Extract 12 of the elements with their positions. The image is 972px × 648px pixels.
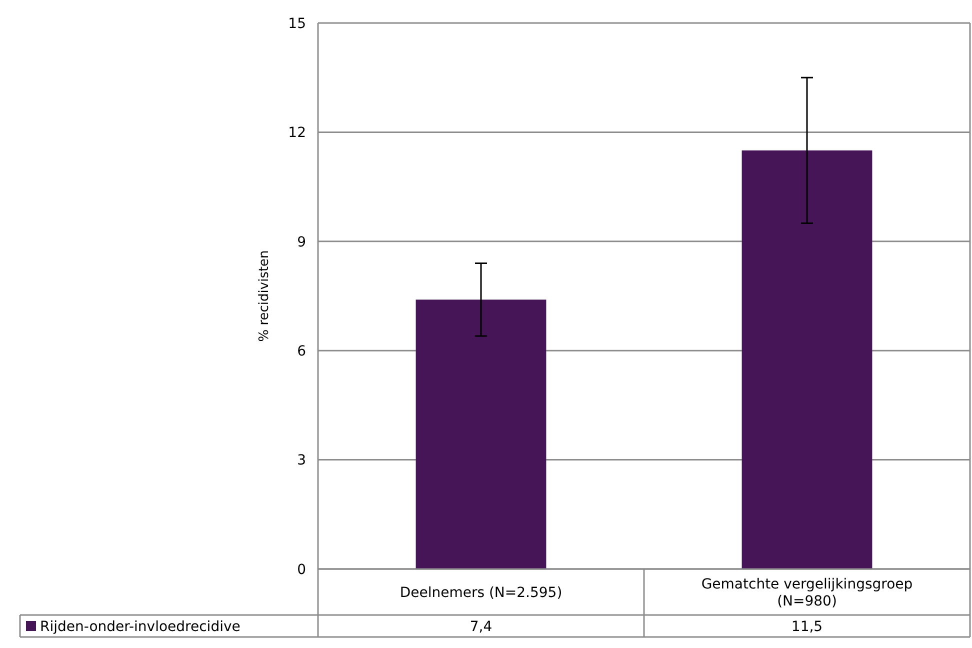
y-axis-title: % recidivisten — [257, 250, 272, 342]
y-tick-label: 3 — [297, 452, 306, 469]
y-tick-label: 9 — [297, 234, 306, 250]
x-tick-label: Deelnemers (N=2.595) — [400, 584, 562, 601]
y-tick-label: 6 — [297, 344, 306, 360]
data-label: 7,4 — [470, 618, 492, 635]
x-tick-label: Gematchte vergelijkingsgroep (N=980) — [701, 576, 913, 610]
legend-label: Rijden-onder-invloedrecidive — [40, 618, 240, 635]
y-tick-label: 15 — [288, 16, 306, 32]
y-tick-label: 0 — [297, 562, 306, 578]
data-label: 11,5 — [791, 618, 823, 635]
y-tick-label: 12 — [288, 125, 306, 142]
